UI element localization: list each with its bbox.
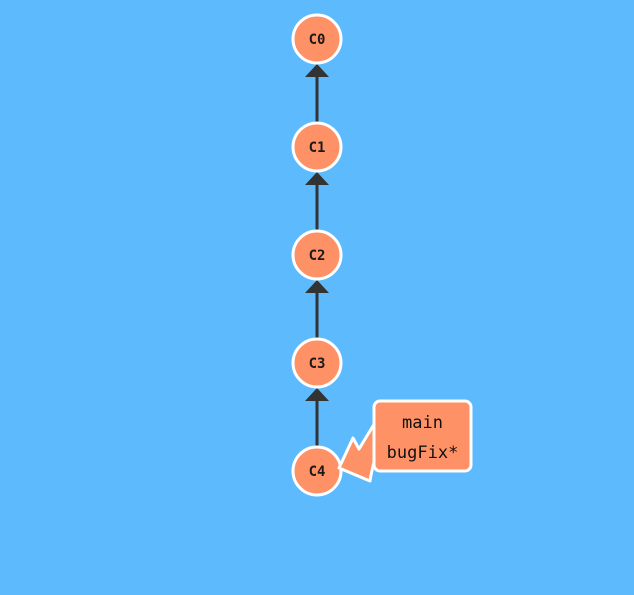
commits-layer: C0 C1 C2 C3 C4 [291,13,343,497]
branch-name-bugfix: bugFix* [387,443,459,463]
commit-label: C0 [309,32,326,48]
commit-circle[interactable] [291,229,343,281]
edges-layer [305,64,329,447]
branch-pointer-arrow [337,419,378,483]
commit-label: C4 [309,464,326,480]
branch-name-main: main [402,413,443,433]
commit-label: C1 [309,140,326,156]
arrowhead-c0 [305,64,329,77]
commit-circle[interactable] [291,337,343,389]
commit-node-c1[interactable]: C1 [291,121,343,173]
branch-label-box[interactable] [372,399,473,473]
commit-circle[interactable] [291,121,343,173]
commit-circle[interactable] [291,445,343,497]
arrowhead-c1 [305,172,329,185]
arrowhead-c2 [305,280,329,293]
commit-label: C2 [309,248,326,264]
commit-node-c4[interactable]: C4 [291,445,343,497]
commit-node-c0[interactable]: C0 [291,13,343,65]
commit-circle[interactable] [291,13,343,65]
commit-node-c3[interactable]: C3 [291,337,343,389]
commit-label: C3 [309,356,326,372]
arrowhead-c3 [305,388,329,401]
commit-node-c2[interactable]: C2 [291,229,343,281]
branch-tag[interactable]: main bugFix* [337,399,473,483]
